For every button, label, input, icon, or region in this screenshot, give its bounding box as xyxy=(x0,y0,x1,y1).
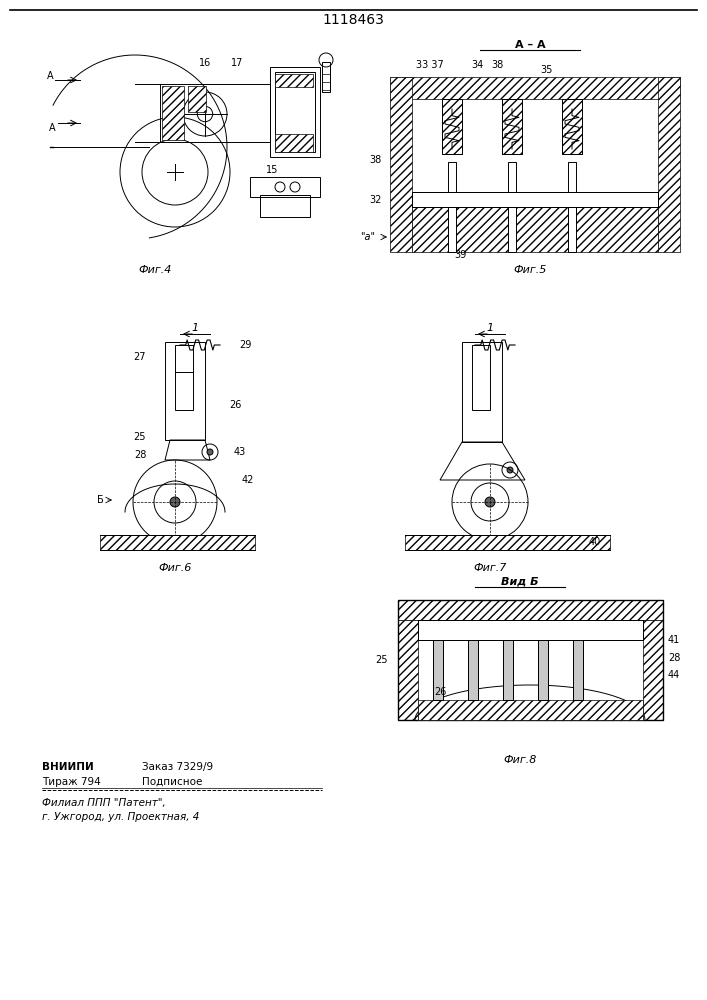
Text: Фиг.6: Фиг.6 xyxy=(158,563,192,573)
Text: 43: 43 xyxy=(234,447,246,457)
Bar xyxy=(508,162,516,252)
Bar xyxy=(100,535,255,550)
Text: 42: 42 xyxy=(242,475,255,485)
Bar xyxy=(275,74,313,87)
Text: "а": "а" xyxy=(360,232,375,242)
Bar xyxy=(573,620,583,700)
Bar xyxy=(175,345,193,410)
Text: 28: 28 xyxy=(668,653,680,663)
Text: Фиг.4: Фиг.4 xyxy=(139,265,172,275)
Text: 44: 44 xyxy=(668,670,680,680)
Bar xyxy=(468,620,478,700)
Bar xyxy=(462,342,502,442)
Text: Филиал ППП "Патент",: Филиал ППП "Патент", xyxy=(42,798,165,808)
Bar xyxy=(390,77,412,252)
Text: 34: 34 xyxy=(471,60,483,70)
Circle shape xyxy=(170,497,180,507)
Bar xyxy=(160,84,270,142)
Bar xyxy=(188,86,206,112)
Bar xyxy=(433,620,443,700)
Bar xyxy=(433,620,443,700)
Bar xyxy=(442,99,462,154)
Bar xyxy=(162,86,184,140)
Bar xyxy=(398,620,418,720)
Text: 1: 1 xyxy=(486,323,493,333)
Bar xyxy=(472,345,490,410)
Bar xyxy=(418,700,643,720)
Bar xyxy=(502,99,522,154)
Bar xyxy=(468,620,478,700)
Bar xyxy=(390,77,680,99)
Text: ВНИИПИ: ВНИИПИ xyxy=(42,762,94,772)
Bar xyxy=(658,77,680,252)
Bar xyxy=(398,600,663,620)
Bar xyxy=(412,192,658,207)
Bar xyxy=(270,67,320,157)
Bar xyxy=(562,99,582,154)
Bar xyxy=(405,535,610,550)
Bar xyxy=(442,99,462,154)
Bar xyxy=(418,620,643,640)
Text: Подписное: Подписное xyxy=(142,777,202,787)
Text: 26: 26 xyxy=(434,687,446,697)
Bar xyxy=(502,99,522,154)
Text: 1: 1 xyxy=(192,323,199,333)
Text: Тираж 794: Тираж 794 xyxy=(42,777,101,787)
Text: Фиг.7: Фиг.7 xyxy=(473,563,507,573)
Text: 25: 25 xyxy=(375,655,388,665)
Bar xyxy=(165,342,205,440)
Bar xyxy=(412,192,658,207)
Text: Вид Б: Вид Б xyxy=(501,577,539,587)
Text: Фиг.5: Фиг.5 xyxy=(513,265,547,275)
Bar xyxy=(250,177,320,197)
Bar xyxy=(562,99,582,154)
Text: А – А: А – А xyxy=(515,40,545,50)
Text: 32: 32 xyxy=(369,195,381,205)
Bar xyxy=(503,620,513,700)
Text: 41: 41 xyxy=(668,635,680,645)
Text: 27: 27 xyxy=(134,352,146,362)
Circle shape xyxy=(485,497,495,507)
Text: 38: 38 xyxy=(491,60,503,70)
Text: А: А xyxy=(47,71,53,81)
Circle shape xyxy=(207,449,213,455)
Bar xyxy=(322,62,330,92)
Text: 28: 28 xyxy=(134,450,146,460)
Text: А: А xyxy=(49,123,55,133)
Text: 25: 25 xyxy=(134,432,146,442)
Bar xyxy=(398,600,663,720)
Bar xyxy=(538,620,548,700)
Bar xyxy=(503,620,513,700)
Bar xyxy=(448,162,456,252)
Text: г. Ужгород, ул. Проектная, 4: г. Ужгород, ул. Проектная, 4 xyxy=(42,812,199,822)
Text: 26: 26 xyxy=(229,400,241,410)
Bar xyxy=(412,207,658,252)
Circle shape xyxy=(507,467,513,473)
Text: 29: 29 xyxy=(239,340,251,350)
Bar xyxy=(538,620,548,700)
Text: 17: 17 xyxy=(230,58,243,68)
Bar xyxy=(573,620,583,700)
Bar xyxy=(568,162,576,252)
Text: 39: 39 xyxy=(454,250,466,260)
Text: 38: 38 xyxy=(369,155,381,165)
Bar xyxy=(275,134,313,152)
Text: 33 37: 33 37 xyxy=(416,60,444,70)
Bar xyxy=(643,620,663,720)
Text: 15: 15 xyxy=(266,165,278,175)
Text: Б: Б xyxy=(97,495,103,505)
Bar xyxy=(260,195,310,217)
Text: Фиг.8: Фиг.8 xyxy=(503,755,537,765)
Text: Заказ 7329/9: Заказ 7329/9 xyxy=(142,762,213,772)
Text: 40: 40 xyxy=(589,537,601,547)
Bar xyxy=(275,72,315,152)
Text: 16: 16 xyxy=(199,58,211,68)
Text: 35: 35 xyxy=(540,65,552,75)
Bar xyxy=(418,620,643,640)
Text: 1118463: 1118463 xyxy=(322,13,384,27)
